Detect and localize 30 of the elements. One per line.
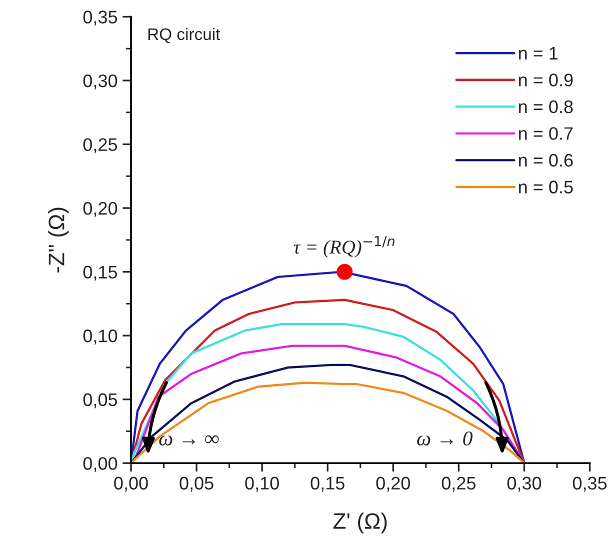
x-axis-title: Z' (Ω) [333, 512, 387, 534]
line-series [130, 364, 526, 464]
legend-label: n = 0.7 [519, 127, 573, 140]
y-axis-title: -Z'' (Ω) [48, 208, 69, 272]
x-tick-label: 0,15 [310, 476, 344, 492]
annotation: RQ circuit [148, 28, 220, 44]
y-tick-label: 0,35 [83, 10, 118, 26]
annotation: ω → ∞ [159, 435, 219, 446]
y-tick-label: 0,30 [83, 74, 118, 90]
legend-label: n = 0.8 [519, 100, 573, 114]
x-tick-label: 0,05 [180, 476, 214, 492]
legend-label: n = 0.9 [519, 74, 573, 86]
line-series [130, 382, 526, 464]
y-tick-label: 0,15 [83, 266, 118, 281]
y-tick-label: 0,25 [83, 138, 118, 154]
legend-label: n = 0.5 [519, 180, 573, 194]
y-tick-label: 0,10 [83, 330, 118, 344]
y-tick-label: 0,00 [83, 457, 118, 472]
x-tick-label: 0,25 [442, 476, 476, 492]
legend-label: n = 0.6 [519, 154, 573, 167]
x-tick-label: 0,20 [376, 476, 410, 492]
y-tick-label: 0,05 [83, 393, 118, 408]
x-tick-label: 0,10 [245, 476, 279, 492]
legend-label: n = 1 [519, 47, 558, 60]
x-tick-label: 0,00 [114, 476, 148, 492]
y-tick-label: 0,20 [83, 202, 118, 217]
annotation: ω → 0 [417, 431, 473, 446]
x-tick-label: 0,35 [572, 476, 607, 492]
x-tick-label: 0,30 [507, 476, 542, 492]
annotation: τ = (RQ)$^{−1/n}$ [294, 236, 394, 258]
